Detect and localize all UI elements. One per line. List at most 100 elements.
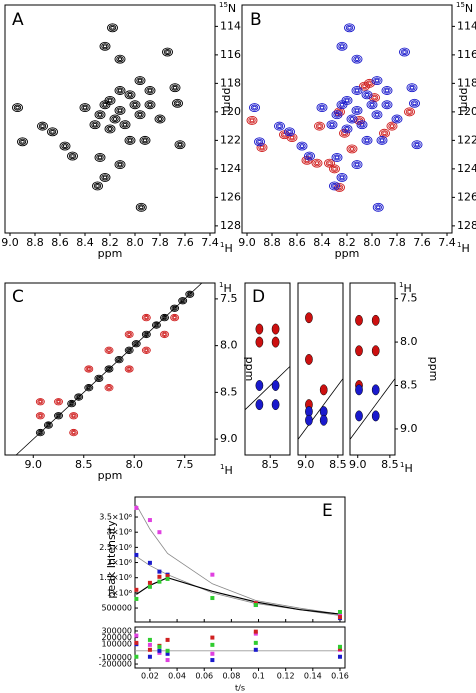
- contour-ring: [363, 137, 371, 144]
- contour-ring: [133, 341, 140, 347]
- peak: [351, 86, 363, 95]
- contour-ring: [124, 365, 134, 373]
- x-tick-label: 0.06: [195, 672, 213, 681]
- contour-ring: [76, 395, 81, 399]
- x-tick-label: 0.12: [277, 672, 295, 681]
- contour-ring: [371, 76, 383, 85]
- y-tick-label: 128: [457, 219, 476, 232]
- contour-ring: [339, 128, 350, 138]
- contour-ring: [74, 393, 84, 401]
- x-tick-label: 8.4: [76, 236, 94, 249]
- contour-ring: [127, 138, 133, 143]
- peak: [67, 151, 78, 161]
- contour-ring: [381, 100, 393, 110]
- peak: [124, 365, 134, 373]
- contour-ring: [116, 107, 124, 114]
- contour-ring: [96, 111, 104, 118]
- peak: [134, 110, 146, 120]
- x-tick-label: 7.5: [176, 458, 194, 471]
- contour-ring: [95, 184, 100, 188]
- peak: [124, 90, 136, 100]
- contour-ring: [170, 313, 180, 322]
- data-point: [165, 658, 170, 663]
- peak-core: [271, 323, 280, 335]
- peak: [185, 290, 195, 298]
- contour-ring: [136, 111, 144, 118]
- contour-ring: [365, 80, 374, 87]
- peak: [114, 356, 124, 364]
- peak-core: [305, 414, 313, 426]
- y-tick-label: -100000: [99, 653, 132, 662]
- contour-ring: [330, 182, 339, 190]
- data-point: [253, 629, 258, 634]
- x-tick-label: 8.6: [288, 236, 306, 249]
- contour-ring: [81, 104, 89, 111]
- peak: [131, 340, 141, 348]
- contour-ring: [356, 120, 368, 130]
- panel-label: A: [12, 10, 24, 30]
- contour-ring: [334, 107, 345, 117]
- peak: [54, 412, 63, 420]
- contour-ring: [35, 412, 45, 420]
- contour-ring: [339, 175, 345, 180]
- contour-ring: [299, 144, 305, 148]
- contour-ring: [319, 105, 325, 110]
- contour-ring: [114, 356, 124, 364]
- unit-mass: 15: [456, 1, 465, 9]
- contour-ring: [391, 114, 403, 124]
- data-point: [134, 633, 139, 638]
- contour-ring: [94, 374, 104, 382]
- y-tick-label: 124: [457, 162, 476, 175]
- peak: [284, 127, 295, 137]
- contour-ring: [37, 430, 44, 436]
- peak: [246, 115, 258, 125]
- contour-ring: [134, 110, 146, 120]
- peak: [99, 41, 111, 51]
- contour-ring: [393, 115, 401, 123]
- contour-ring: [137, 78, 143, 83]
- peak: [355, 410, 363, 422]
- contour-ring: [70, 413, 77, 419]
- peak: [84, 365, 94, 373]
- contour-ring: [370, 94, 379, 101]
- contour-ring: [47, 127, 58, 137]
- peak: [107, 23, 118, 33]
- diagonal: [244, 366, 291, 411]
- contour-ring: [84, 384, 94, 392]
- contour-ring: [40, 124, 45, 128]
- contour-ring: [91, 121, 99, 128]
- contour-ring: [336, 172, 348, 182]
- peak: [361, 90, 373, 100]
- y-tick-label: 9.0: [400, 422, 418, 435]
- contour-ring: [349, 117, 355, 121]
- data-point: [210, 596, 215, 601]
- contour-ring: [107, 23, 118, 33]
- data-point: [147, 580, 152, 585]
- plot-frame: [134, 626, 346, 669]
- contour-ring: [154, 323, 159, 327]
- contour-ring: [99, 172, 111, 182]
- contour-ring: [407, 110, 412, 114]
- contour-ring: [376, 135, 388, 145]
- x-tick-label: 9.0: [1, 236, 19, 249]
- peak: [254, 137, 265, 147]
- contour-ring: [144, 86, 156, 95]
- data-point: [147, 647, 152, 652]
- contour-ring: [346, 114, 358, 124]
- peak: [314, 121, 325, 131]
- contour-ring: [336, 100, 348, 110]
- data-point: [157, 530, 162, 535]
- contour-ring: [70, 154, 75, 158]
- contour-ring: [127, 348, 132, 352]
- contour-ring: [67, 151, 78, 161]
- peak: [43, 421, 53, 429]
- contour-ring: [141, 346, 151, 354]
- contour-ring: [144, 332, 149, 336]
- peak: [12, 103, 23, 113]
- peak: [92, 181, 103, 191]
- contour-ring: [249, 103, 260, 113]
- contour-ring: [327, 161, 332, 166]
- peak: [355, 345, 363, 357]
- contour-ring: [102, 175, 108, 180]
- x-tick-label: 8.6: [51, 236, 69, 249]
